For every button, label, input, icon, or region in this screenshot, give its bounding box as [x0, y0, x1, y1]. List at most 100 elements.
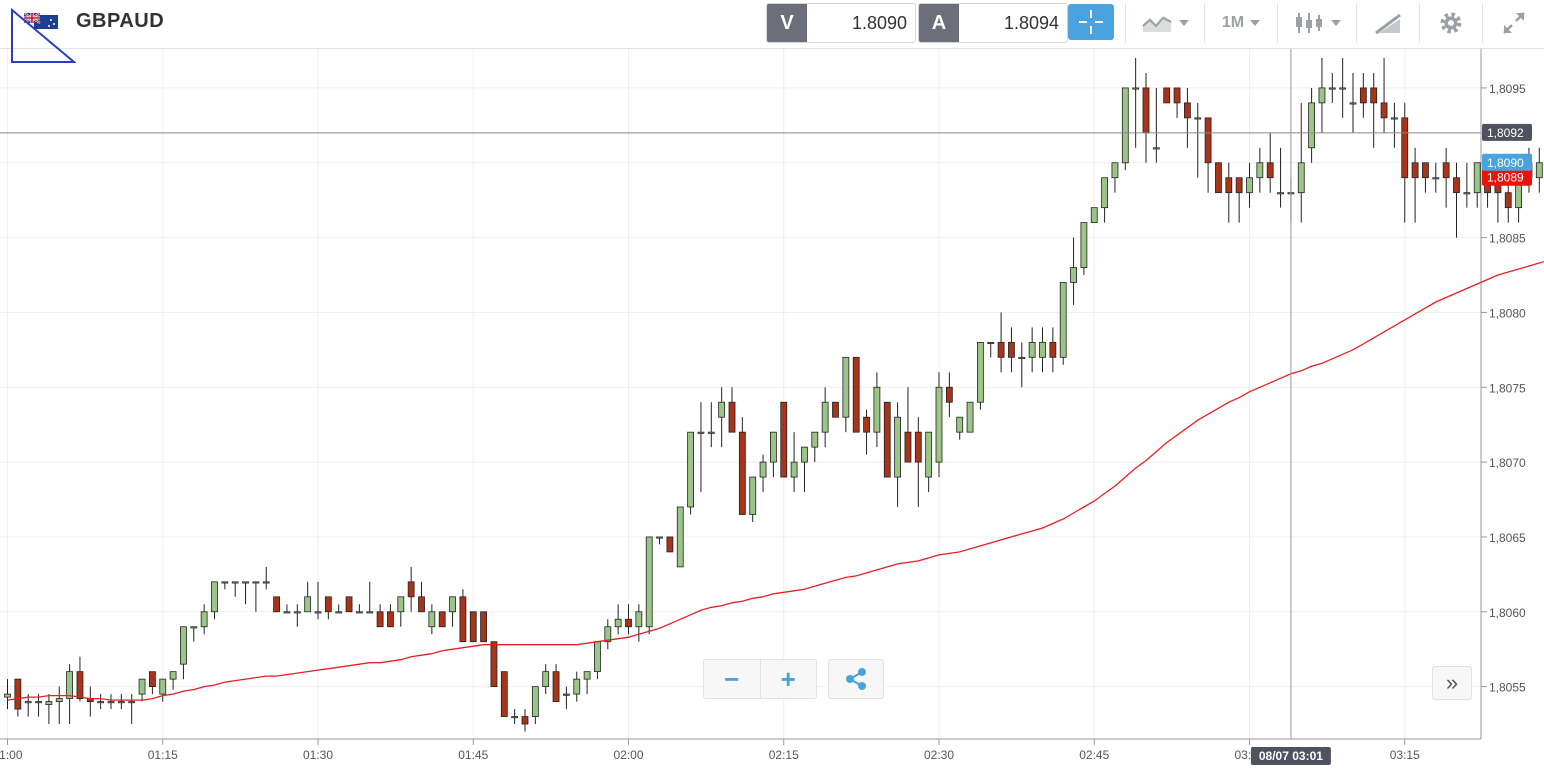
candle-body — [790, 461, 798, 478]
candle — [449, 596, 456, 627]
candle-body — [1163, 87, 1171, 104]
candle — [45, 694, 53, 725]
candle — [604, 619, 612, 650]
scroll-to-latest-button[interactable]: » — [1432, 666, 1472, 700]
candlestick-icon — [1296, 13, 1322, 33]
zoom-out-button[interactable]: − — [724, 663, 740, 694]
zoom-in-button[interactable]: + — [759, 660, 817, 698]
candle — [1297, 102, 1305, 223]
candle — [304, 581, 312, 613]
candle — [97, 694, 105, 710]
crosshair-time-tag: 08/07 03:01 — [1259, 749, 1323, 763]
candle-body — [1070, 267, 1077, 283]
candle — [407, 566, 415, 612]
price-chart[interactable]: 1,8055 1,8060 1,8065 1,8070 1,8075 1,8080 1,80… — [0, 49, 1544, 781]
candle — [273, 596, 281, 613]
candle — [1028, 327, 1036, 373]
candle-body — [542, 671, 550, 688]
candle-body — [1422, 162, 1429, 179]
candle — [314, 581, 322, 620]
candle-body — [1173, 87, 1181, 104]
candle-body — [345, 596, 353, 613]
candle — [821, 387, 829, 448]
candle-body — [366, 611, 374, 614]
candle — [1039, 327, 1046, 373]
candle — [656, 536, 663, 545]
candle — [1411, 147, 1419, 223]
ask-label: A — [919, 4, 959, 42]
candle-body — [925, 431, 933, 478]
candle — [770, 431, 777, 478]
candle-body — [656, 536, 663, 539]
corner-triangle-icon[interactable] — [10, 8, 76, 64]
candle — [490, 641, 498, 688]
candle-body — [614, 618, 622, 628]
candle-body — [1090, 207, 1098, 224]
chart-type-button[interactable] — [1125, 3, 1204, 43]
candle — [1215, 162, 1222, 194]
candle-body — [1152, 147, 1160, 150]
candle-body — [1049, 341, 1057, 358]
drawing-tool-button[interactable] — [1356, 3, 1419, 43]
candle-body — [14, 678, 22, 710]
candle — [977, 341, 984, 410]
candle-body — [418, 596, 425, 613]
timeframe-button[interactable]: 1M — [1204, 3, 1277, 43]
settings-button[interactable] — [1419, 3, 1482, 43]
candle-body — [314, 611, 322, 614]
candle — [863, 409, 870, 455]
candle-body — [117, 701, 125, 704]
candle — [552, 664, 560, 702]
crosshair-button[interactable] — [1068, 4, 1114, 40]
share-button[interactable] — [828, 659, 884, 699]
candle-body — [873, 386, 881, 433]
fullscreen-button[interactable] — [1482, 3, 1544, 43]
candle-body — [500, 671, 508, 717]
candle — [283, 604, 291, 614]
x-tick-label: 03:15 — [1390, 748, 1420, 762]
ask-quote[interactable]: A 1.8094 — [918, 3, 1068, 43]
bid-price-tag-bg — [1482, 153, 1532, 171]
y-tick-label: 1,8080 — [1489, 306, 1526, 320]
candle-body — [252, 581, 260, 584]
candle — [645, 536, 653, 635]
candle — [531, 686, 539, 725]
x-tick-label: 02:30 — [924, 748, 954, 762]
candle — [1256, 147, 1264, 193]
bid-quote[interactable]: V 1.8090 — [766, 3, 916, 43]
crosshair-icon — [1079, 10, 1103, 34]
candle — [966, 401, 974, 433]
candle-body — [293, 611, 301, 614]
candle-body — [428, 611, 436, 628]
candle-body — [883, 401, 891, 478]
crosshair-price-tag-bg — [1482, 123, 1532, 141]
candle — [1339, 57, 1347, 118]
candle-body — [200, 611, 208, 628]
candle — [180, 626, 187, 680]
candle — [625, 604, 632, 635]
candle-body — [697, 431, 705, 434]
candle-body — [935, 386, 943, 463]
candle-body — [76, 671, 84, 699]
candle — [24, 694, 32, 717]
candle — [666, 536, 674, 553]
candle — [293, 604, 301, 627]
candle-body — [635, 611, 643, 628]
candle — [542, 664, 550, 695]
line-chart-icon — [1142, 16, 1172, 32]
candle-body — [1215, 162, 1222, 194]
candle — [138, 678, 146, 702]
candle-style-button[interactable] — [1277, 3, 1356, 43]
candle-body — [552, 671, 560, 702]
candle-body — [511, 716, 519, 719]
candle — [335, 604, 343, 614]
candle — [169, 671, 177, 690]
candle — [1132, 57, 1140, 148]
candle — [987, 341, 995, 358]
candle-body — [262, 581, 270, 584]
timeframe-label: 1M — [1221, 14, 1245, 31]
candle — [221, 581, 229, 590]
candle-body — [1080, 222, 1088, 268]
y-tick-label: 1,8095 — [1489, 82, 1526, 96]
candle — [1308, 87, 1315, 163]
